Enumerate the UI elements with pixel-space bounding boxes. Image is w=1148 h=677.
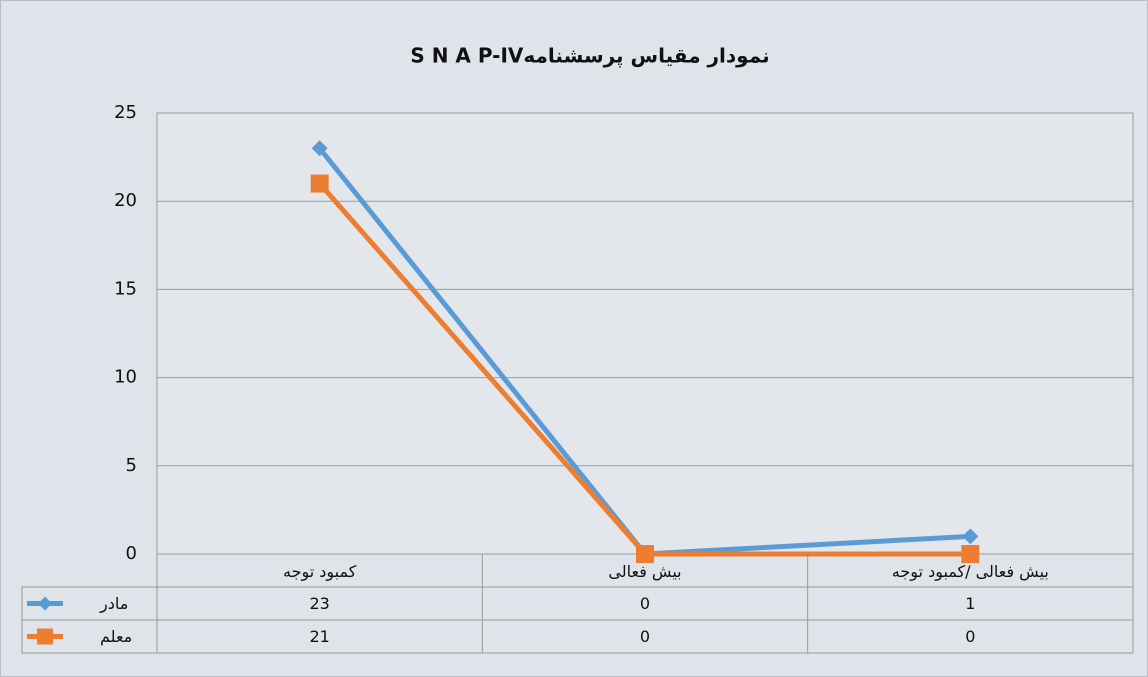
y-tick-label: 20 xyxy=(114,190,137,211)
x-tick-label: بیش فعالی /کمبود توجه xyxy=(892,562,1049,582)
table-value: 23 xyxy=(309,594,329,613)
table-value: 0 xyxy=(965,627,975,646)
y-tick-label: 0 xyxy=(126,543,137,564)
line-marker xyxy=(962,528,979,545)
y-tick-label: 15 xyxy=(114,278,137,299)
table-value: 21 xyxy=(309,627,329,646)
line-marker xyxy=(961,545,980,563)
y-tick-label: 5 xyxy=(126,455,137,476)
x-tick-label: کمبود توجه xyxy=(283,562,357,582)
x-tick-label: بیش فعالی xyxy=(608,562,681,582)
line-marker xyxy=(311,140,328,157)
y-tick-label: 25 xyxy=(114,102,137,123)
legend-label: مادر xyxy=(99,594,128,614)
plot-area xyxy=(156,112,1134,555)
y-tick-label: 10 xyxy=(114,367,137,388)
legend-key-marker xyxy=(37,628,53,645)
line-marker xyxy=(310,174,329,193)
legend-key-marker xyxy=(38,596,52,611)
chart-title: نمودار مقیاس پرسشنامهS N A P-IV xyxy=(410,44,769,69)
legend-label: معلم xyxy=(100,627,132,646)
table-value: 0 xyxy=(640,627,650,646)
table-value: 1 xyxy=(965,594,975,613)
table-value: 0 xyxy=(640,594,650,613)
line-marker xyxy=(636,545,654,563)
